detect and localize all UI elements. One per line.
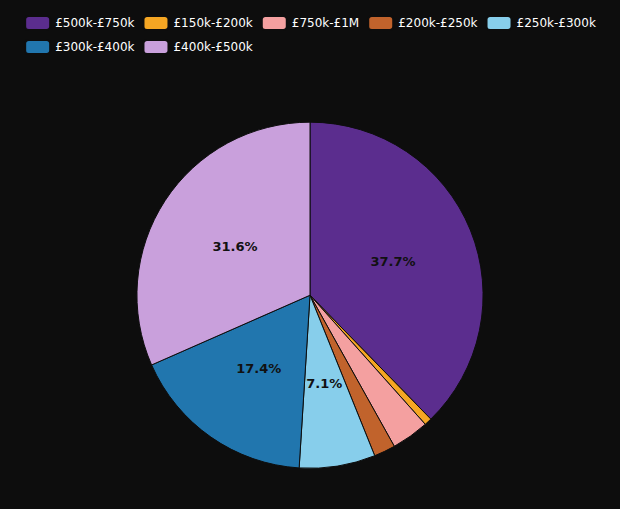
svg-text:£750k-£1M: £750k-£1M bbox=[292, 16, 359, 30]
svg-text:37.7%: 37.7% bbox=[370, 254, 415, 269]
svg-text:£250k-£300k: £250k-£300k bbox=[517, 16, 596, 30]
svg-text:£500k-£750k: £500k-£750k bbox=[55, 16, 134, 30]
svg-text:£200k-£250k: £200k-£250k bbox=[398, 16, 477, 30]
svg-text:31.6%: 31.6% bbox=[212, 239, 257, 254]
svg-text:£150k-£200k: £150k-£200k bbox=[173, 16, 252, 30]
svg-text:£300k-£400k: £300k-£400k bbox=[55, 40, 134, 54]
svg-text:17.4%: 17.4% bbox=[236, 361, 281, 376]
svg-text:£400k-£500k: £400k-£500k bbox=[173, 40, 252, 54]
svg-text:7.1%: 7.1% bbox=[306, 376, 342, 391]
